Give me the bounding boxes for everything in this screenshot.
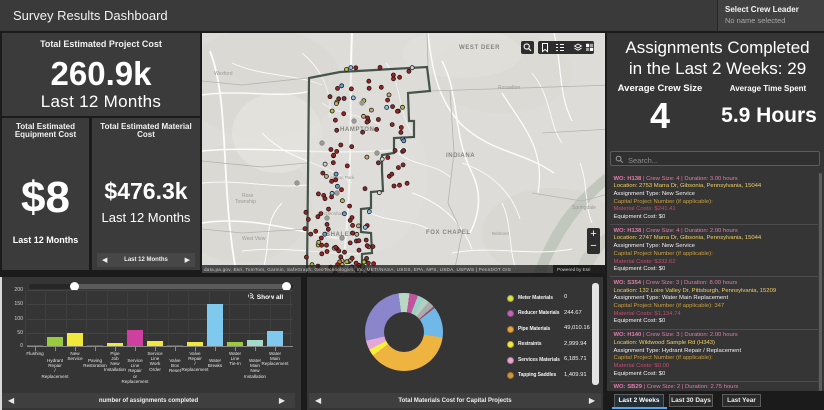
svg-text:Ross: Ross — [242, 193, 254, 199]
svg-text:Glenshaw: Glenshaw — [324, 211, 345, 216]
svg-text:West View: West View — [242, 236, 266, 242]
svg-text:WEST DEER: WEST DEER — [459, 45, 500, 51]
svg-text:INDIANA: INDIANA — [446, 153, 475, 159]
svg-text:SHALER: SHALER — [326, 232, 354, 238]
svg-text:Russelton: Russelton — [498, 85, 520, 91]
svg-text:Wexford: Wexford — [214, 71, 233, 77]
svg-text:Springdale: Springdale — [572, 205, 596, 211]
svg-text:FOX CHAPEL: FOX CHAPEL — [426, 230, 471, 236]
svg-text:Allison Park: Allison Park — [330, 175, 355, 180]
svg-text:Township: Township — [235, 199, 256, 205]
svg-text:Belmont: Belmont — [492, 231, 510, 236]
svg-text:HAMPTON: HAMPTON — [340, 127, 374, 133]
